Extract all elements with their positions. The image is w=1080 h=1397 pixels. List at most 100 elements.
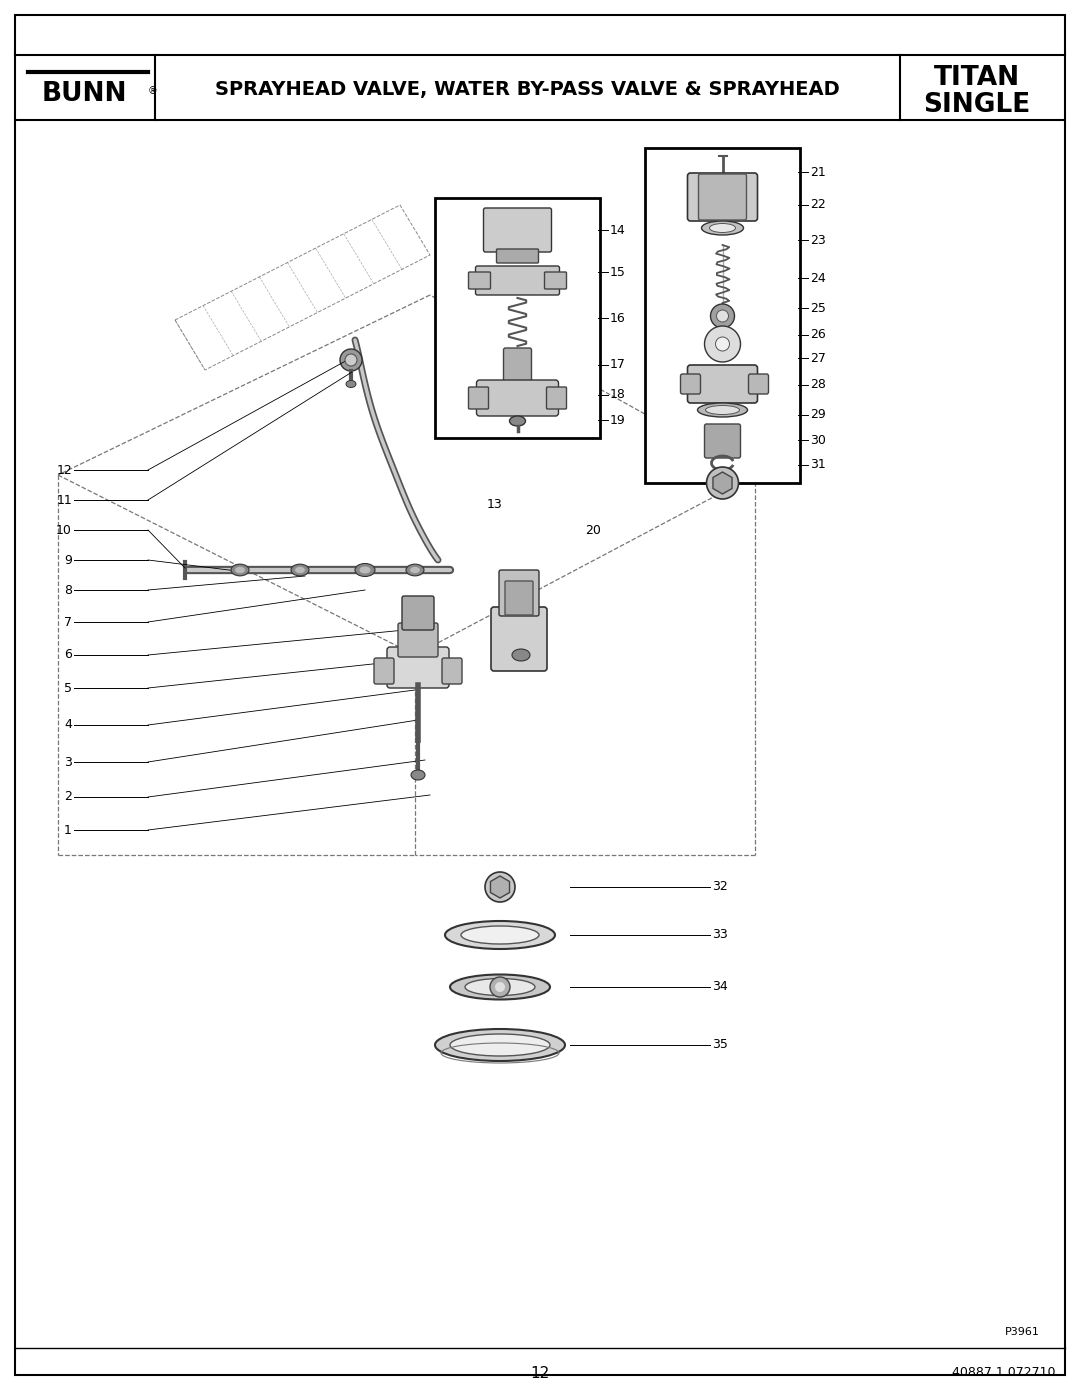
Text: 34: 34 <box>712 981 728 993</box>
Circle shape <box>704 326 741 362</box>
Ellipse shape <box>291 564 309 576</box>
Text: 33: 33 <box>712 929 728 942</box>
FancyBboxPatch shape <box>491 608 546 671</box>
Text: ®: ® <box>148 87 158 96</box>
FancyBboxPatch shape <box>688 173 757 221</box>
Text: BUNN: BUNN <box>41 81 126 108</box>
FancyBboxPatch shape <box>469 272 490 289</box>
Circle shape <box>340 349 362 372</box>
Text: 31: 31 <box>810 458 826 472</box>
Text: 1: 1 <box>64 823 72 837</box>
Text: 8: 8 <box>64 584 72 597</box>
Ellipse shape <box>512 650 530 661</box>
FancyBboxPatch shape <box>748 374 769 394</box>
Text: SINGLE: SINGLE <box>923 92 1030 117</box>
Circle shape <box>715 337 729 351</box>
Ellipse shape <box>450 1034 550 1056</box>
Text: 3: 3 <box>64 756 72 768</box>
Ellipse shape <box>710 224 735 232</box>
FancyBboxPatch shape <box>499 570 539 616</box>
Circle shape <box>711 305 734 328</box>
Ellipse shape <box>698 402 747 416</box>
Circle shape <box>485 872 515 902</box>
FancyBboxPatch shape <box>680 374 701 394</box>
FancyBboxPatch shape <box>475 265 559 295</box>
FancyBboxPatch shape <box>442 658 462 685</box>
Ellipse shape <box>510 416 526 426</box>
FancyBboxPatch shape <box>704 425 741 458</box>
FancyBboxPatch shape <box>402 597 434 630</box>
Text: 7: 7 <box>64 616 72 629</box>
Text: 16: 16 <box>610 312 625 324</box>
Text: 32: 32 <box>712 880 728 894</box>
Text: SPRAYHEAD VALVE, WATER BY-PASS VALVE & SPRAYHEAD: SPRAYHEAD VALVE, WATER BY-PASS VALVE & S… <box>215 81 839 99</box>
Text: 40887.1 072710: 40887.1 072710 <box>951 1366 1055 1379</box>
Ellipse shape <box>355 563 375 577</box>
Text: 6: 6 <box>64 648 72 662</box>
Text: 11: 11 <box>56 493 72 507</box>
Circle shape <box>490 977 510 997</box>
FancyBboxPatch shape <box>497 249 539 263</box>
Text: 29: 29 <box>810 408 826 422</box>
Circle shape <box>716 310 729 321</box>
Ellipse shape <box>360 567 370 574</box>
FancyBboxPatch shape <box>546 387 567 409</box>
Text: 28: 28 <box>810 379 826 391</box>
Text: 10: 10 <box>56 524 72 536</box>
Text: 23: 23 <box>810 233 826 246</box>
FancyBboxPatch shape <box>476 380 558 416</box>
Text: 27: 27 <box>810 352 826 365</box>
Text: 30: 30 <box>810 433 826 447</box>
Circle shape <box>495 982 505 992</box>
FancyBboxPatch shape <box>387 647 449 687</box>
Text: 18: 18 <box>610 388 626 401</box>
Circle shape <box>345 353 357 366</box>
FancyBboxPatch shape <box>399 623 438 657</box>
Text: 21: 21 <box>810 165 826 179</box>
FancyBboxPatch shape <box>503 348 531 381</box>
Text: 2: 2 <box>64 791 72 803</box>
Circle shape <box>706 467 739 499</box>
FancyBboxPatch shape <box>374 658 394 685</box>
Ellipse shape <box>702 221 743 235</box>
Text: 12: 12 <box>530 1365 550 1380</box>
Ellipse shape <box>465 978 535 996</box>
Ellipse shape <box>346 380 356 387</box>
Text: 5: 5 <box>64 682 72 694</box>
Text: 9: 9 <box>64 553 72 567</box>
FancyBboxPatch shape <box>505 581 534 615</box>
Ellipse shape <box>435 1030 565 1060</box>
Text: 14: 14 <box>610 224 625 236</box>
Text: 19: 19 <box>610 414 625 426</box>
Ellipse shape <box>450 975 550 999</box>
FancyBboxPatch shape <box>699 175 746 219</box>
Text: P3961: P3961 <box>1005 1327 1040 1337</box>
Text: TITAN: TITAN <box>934 66 1021 91</box>
Bar <box>645 148 800 483</box>
Text: 22: 22 <box>810 198 826 211</box>
Text: 26: 26 <box>810 328 826 341</box>
Bar <box>435 198 600 439</box>
FancyBboxPatch shape <box>484 208 552 251</box>
Ellipse shape <box>235 567 245 573</box>
FancyBboxPatch shape <box>688 365 757 402</box>
Ellipse shape <box>295 567 305 573</box>
Text: 35: 35 <box>712 1038 728 1052</box>
Text: 12: 12 <box>56 464 72 476</box>
FancyBboxPatch shape <box>469 387 488 409</box>
Text: 13: 13 <box>487 499 503 511</box>
Text: 4: 4 <box>64 718 72 732</box>
FancyBboxPatch shape <box>544 272 567 289</box>
Ellipse shape <box>461 926 539 944</box>
Ellipse shape <box>445 921 555 949</box>
Ellipse shape <box>410 567 420 573</box>
Text: 15: 15 <box>610 265 626 278</box>
Ellipse shape <box>705 405 740 415</box>
Text: 24: 24 <box>810 271 826 285</box>
Text: 20: 20 <box>585 524 600 536</box>
Ellipse shape <box>406 564 424 576</box>
Text: 25: 25 <box>810 302 826 314</box>
Text: 17: 17 <box>610 359 626 372</box>
Ellipse shape <box>231 564 249 576</box>
Ellipse shape <box>411 770 426 780</box>
